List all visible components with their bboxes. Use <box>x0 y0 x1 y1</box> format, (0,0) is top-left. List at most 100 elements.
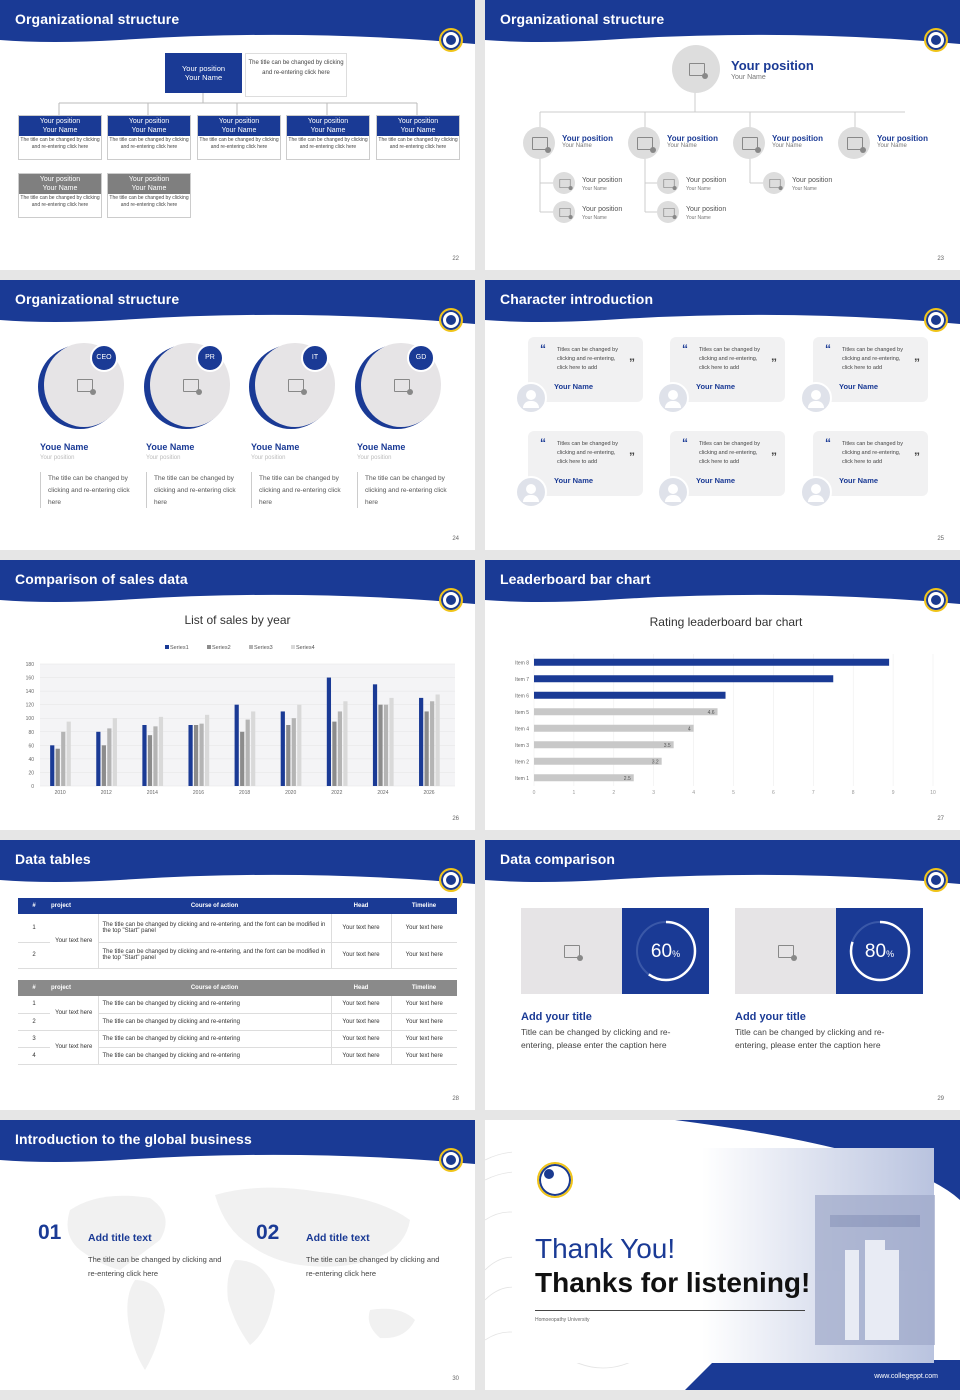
position-label: Your position <box>128 176 170 183</box>
page-number: 28 <box>452 1096 459 1102</box>
y-tick-label: 160 <box>26 676 35 682</box>
user-icon-body <box>665 401 681 408</box>
top-position-box[interactable]: Your position Your Name <box>165 53 242 93</box>
person-position: Your position <box>251 455 286 461</box>
stat-number: 80 <box>864 941 887 962</box>
quote-card[interactable]: “ Titles can be changed by clicking and r… <box>813 337 928 402</box>
position-label: Your position <box>686 206 727 213</box>
photo-placeholder[interactable] <box>523 127 555 159</box>
slide-title: Organizational structure <box>15 291 180 307</box>
table-row[interactable]: 2 The title can be changed by clicking a… <box>18 1013 457 1030</box>
slide-header: Organizational structure <box>485 0 960 52</box>
position-card[interactable]: Your position Your Name The title can be c… <box>197 115 281 160</box>
top-position: Your position <box>181 64 226 73</box>
bar <box>55 748 60 786</box>
timeline-cell: Your text here <box>405 1001 443 1008</box>
photo-placeholder[interactable] <box>628 127 660 159</box>
slide-30[interactable]: Introduction to the global business 01 Ad… <box>0 1120 475 1390</box>
bar <box>534 691 726 699</box>
slide-25[interactable]: Character introduction “ Titles can be ch… <box>485 280 960 550</box>
table-row[interactable]: 3 Your text here The title can be change… <box>18 1030 457 1064</box>
photo-placeholder[interactable] <box>553 172 575 194</box>
avatar[interactable] <box>800 476 832 508</box>
avatar[interactable] <box>515 476 547 508</box>
position-card[interactable]: Your position Your Name The title can be c… <box>286 115 370 160</box>
photo-placeholder[interactable] <box>838 127 870 159</box>
top-position: Your position <box>731 58 814 73</box>
avatar[interactable] <box>657 382 689 414</box>
head-cell: Your text here <box>331 942 392 968</box>
data-label: 4.6 <box>708 710 715 716</box>
slide-title: Organizational structure <box>15 11 180 27</box>
stat-unit: % <box>886 949 895 959</box>
avatar[interactable] <box>800 382 832 414</box>
image-icon <box>559 178 573 191</box>
quote-card[interactable]: “ Titles can be changed by clicking and r… <box>813 431 928 496</box>
image-icon <box>663 207 677 220</box>
image-icon <box>742 137 761 153</box>
divider <box>535 1310 805 1311</box>
image-icon <box>561 941 583 961</box>
quote-card[interactable]: “ Titles can be changed by clicking and r… <box>670 337 785 402</box>
bar <box>383 704 389 786</box>
avatar[interactable] <box>657 476 689 508</box>
card-desc: Title can be changed by clicking and re-… <box>521 1027 671 1050</box>
table-row[interactable]: 2 The title can be changed by clicking a… <box>18 942 457 968</box>
position-desc: The title can be changed by clicking and… <box>109 195 189 208</box>
university-name: Homoeopathy University <box>535 1317 590 1323</box>
x-tick-label: 7 <box>812 790 815 796</box>
name-label: Your Name <box>562 143 592 149</box>
bar <box>107 728 112 786</box>
position-card[interactable]: Your position Your Name The title can be c… <box>18 173 102 218</box>
bar <box>337 711 343 786</box>
slide-thank-you[interactable]: Thank You! Thanks for listening! Homoeop… <box>485 1120 960 1390</box>
table-row[interactable]: 4 The title can be changed by clicking a… <box>18 1047 457 1064</box>
y-tick-label: 60 <box>28 743 34 749</box>
quote-card[interactable]: “ Titles can be changed by clicking and r… <box>528 431 643 496</box>
table-row[interactable]: 1 Your text here The title can be change… <box>18 914 457 968</box>
bar <box>199 723 204 786</box>
slide-27[interactable]: Leaderboard bar chart Rating leaderboard… <box>485 560 960 830</box>
y-tick-label: Item 3 <box>515 743 529 749</box>
photo-placeholder[interactable] <box>553 201 575 223</box>
x-tick-label: 2 <box>612 790 615 796</box>
position-card-header: Your position Your Name <box>287 116 369 136</box>
x-tick-label: 5 <box>732 790 735 796</box>
slide-29[interactable]: Data comparison 60% Add your title Title c… <box>485 840 960 1110</box>
top-photo-placeholder[interactable] <box>672 45 720 93</box>
slide-22[interactable]: Organizational structure Your position Y… <box>0 0 475 270</box>
y-tick-label: Item 4 <box>515 726 529 732</box>
position-card[interactable]: Your position Your Name The title can be c… <box>107 115 191 160</box>
avatar[interactable] <box>515 382 547 414</box>
photo-placeholder[interactable] <box>733 127 765 159</box>
quote-name: Your Name <box>696 382 736 391</box>
slide-header: Data comparison <box>485 840 960 892</box>
slide-23[interactable]: Organizational structure Your position Y… <box>485 0 960 270</box>
slide-26[interactable]: Comparison of sales data List of sales b… <box>0 560 475 830</box>
bar <box>534 658 890 666</box>
slide-28[interactable]: Data tables # project Course of action H… <box>0 840 475 1110</box>
photo-placeholder[interactable] <box>657 172 679 194</box>
photo-placeholder[interactable] <box>763 172 785 194</box>
slide-24[interactable]: Organizational structure CEO Youe Name You… <box>0 280 475 550</box>
position-desc: The title can be changed by clicking and… <box>288 137 368 150</box>
x-tick-label: 3 <box>652 790 655 796</box>
y-tick-label: Item 5 <box>515 710 529 716</box>
quote-card[interactable]: “ Titles can be changed by clicking and r… <box>670 431 785 496</box>
image-icon <box>663 178 677 191</box>
website[interactable]: www.collegeppt.com <box>874 1373 938 1380</box>
photo-placeholder[interactable] <box>657 201 679 223</box>
head-cell: Your text here <box>331 1047 392 1064</box>
position-card[interactable]: Your position Your Name The title can be c… <box>376 115 460 160</box>
bar <box>291 718 296 786</box>
position-card[interactable]: Your position Your Name The title can be c… <box>18 115 102 160</box>
position-label: Your position <box>877 134 928 143</box>
table-row[interactable]: 1 Your text here The title can be change… <box>18 996 457 1030</box>
quote-card[interactable]: “ Titles can be changed by clicking and r… <box>528 337 643 402</box>
quote-open-icon: “ <box>540 436 546 450</box>
image-placeholder[interactable] <box>735 908 836 994</box>
image-placeholder[interactable] <box>521 908 622 994</box>
y-tick-label: 180 <box>26 662 35 668</box>
bar <box>101 745 106 786</box>
position-card[interactable]: Your position Your Name The title can be c… <box>107 173 191 218</box>
